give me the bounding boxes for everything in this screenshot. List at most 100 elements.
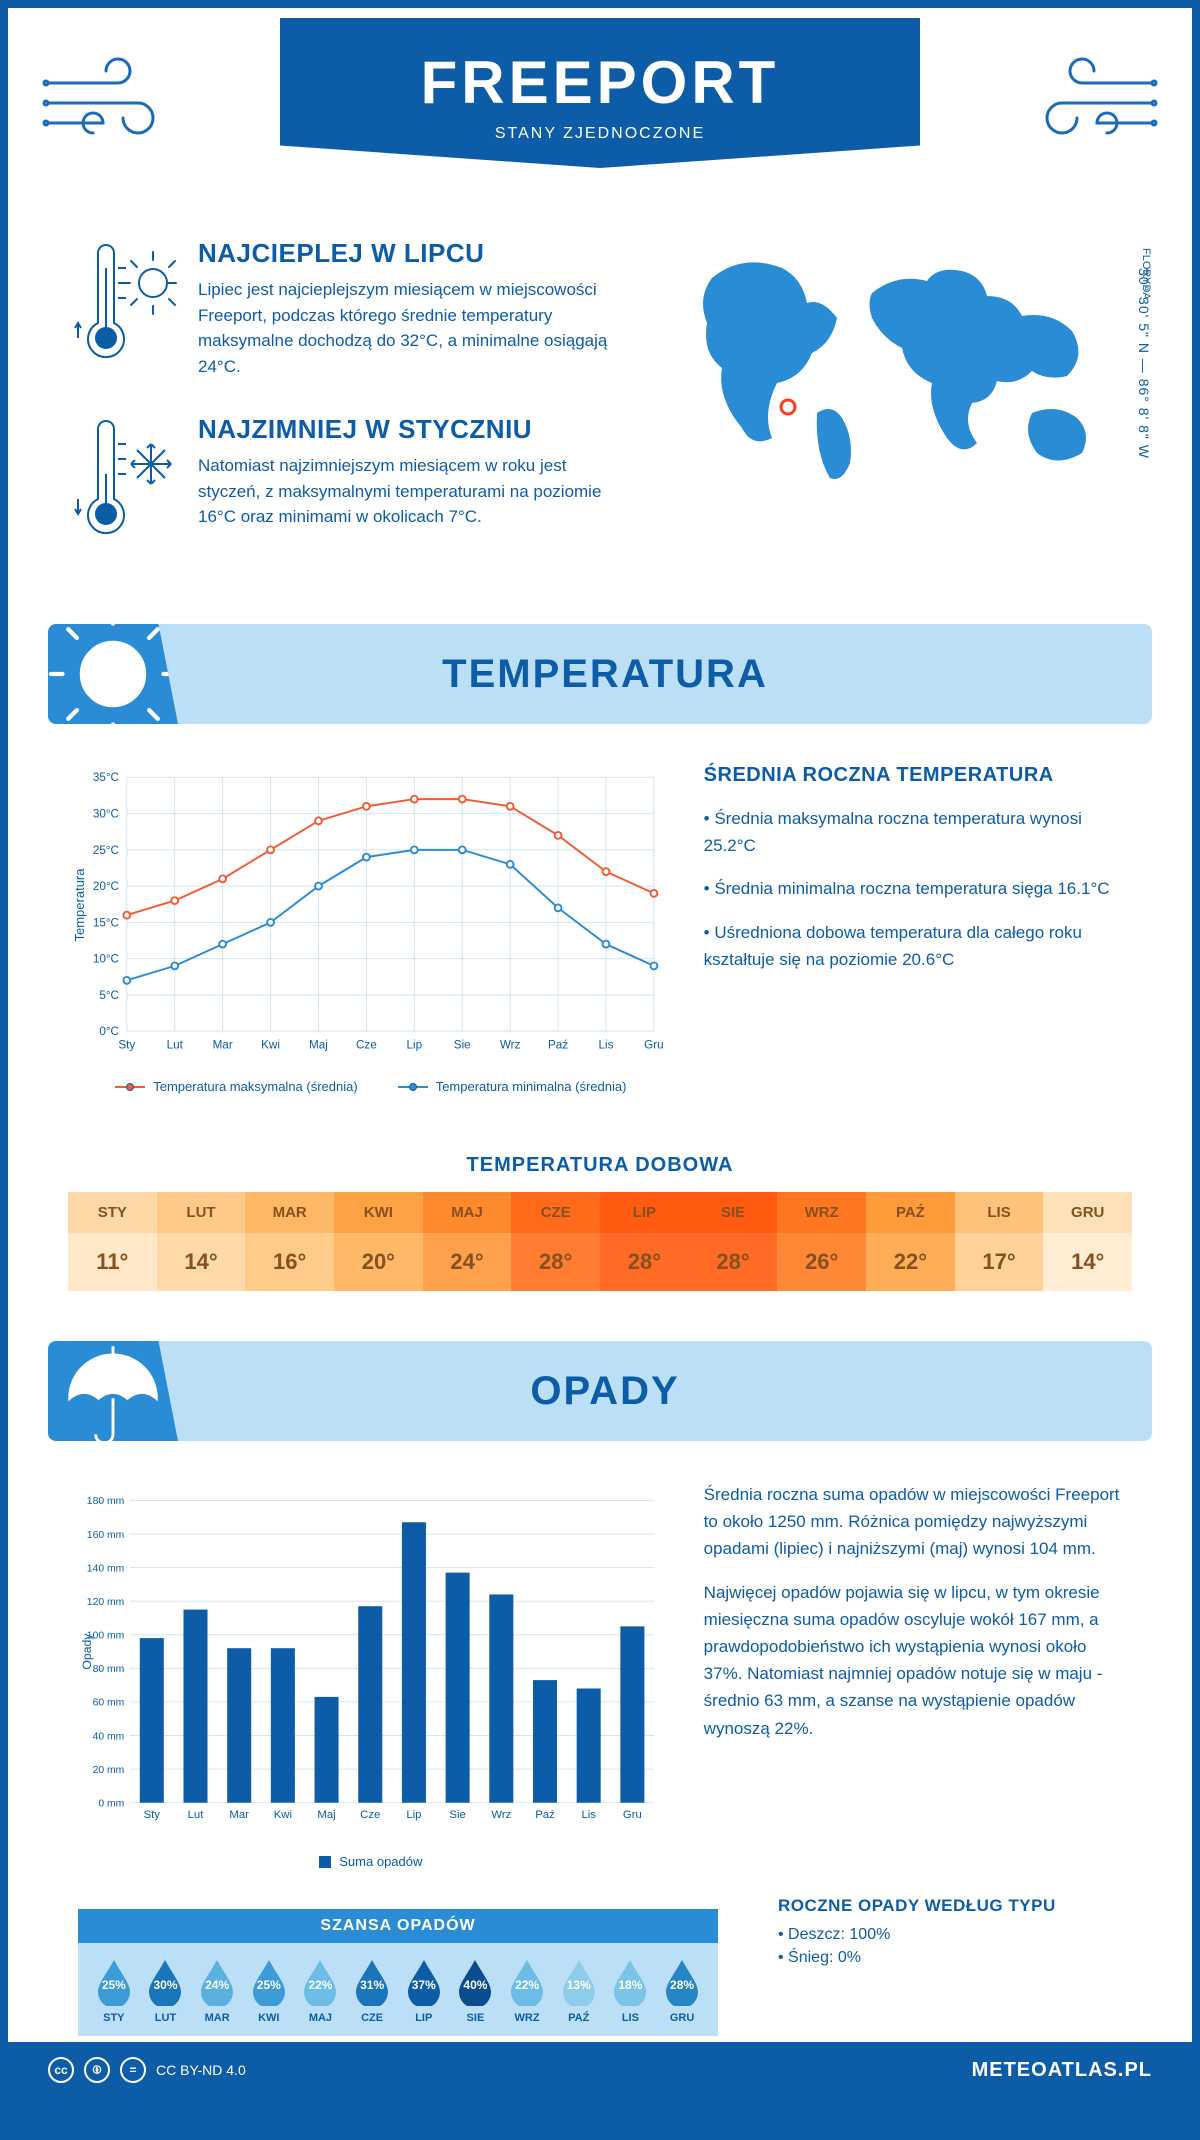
chance-month: CZE	[353, 2012, 391, 2024]
daily-value: 28°	[600, 1233, 689, 1291]
nd-icon: =	[120, 2057, 146, 2083]
svg-text:15°C: 15°C	[93, 916, 119, 929]
license-text: CC BY-ND 4.0	[156, 2062, 246, 2078]
chance-column: 25% KWI	[250, 1958, 288, 2024]
precipitation-chart: Opady0 mm20 mm40 mm60 mm80 mm100 mm120 m…	[78, 1481, 664, 1869]
svg-text:140 mm: 140 mm	[87, 1563, 124, 1574]
daily-column: MAR 16°	[245, 1192, 334, 1291]
by-type-title: ROCZNE OPADY WEDŁUG TYPU	[778, 1896, 1122, 1916]
chance-column: 24% MAR	[198, 1958, 236, 2024]
legend-swatch	[319, 1856, 331, 1868]
chance-month: PAŹ	[560, 2012, 598, 2024]
wind-icon	[38, 48, 178, 148]
facts-column: NAJCIEPLEJ W LIPCU Lipiec jest najcieple…	[68, 238, 632, 584]
daily-column: SIE 28°	[689, 1192, 778, 1291]
svg-text:Gru: Gru	[623, 1809, 642, 1821]
chance-value: 13%	[567, 1978, 591, 1992]
chance-column: 30% LUT	[146, 1958, 184, 2024]
raindrop-icon: 30%	[146, 1958, 184, 2006]
daily-column: GRU 14°	[1043, 1192, 1132, 1291]
temperature-section-header: TEMPERATURA	[48, 624, 1152, 724]
chance-value: 18%	[618, 1978, 642, 1992]
thermometer-sun-icon	[68, 238, 178, 379]
svg-text:Paź: Paź	[535, 1809, 555, 1821]
temperature-content: Temperatura 0°C5°C10°C15°C20°C25°C30°C35…	[18, 724, 1182, 1134]
bar-chart-svg: Opady0 mm20 mm40 mm60 mm80 mm100 mm120 m…	[78, 1481, 664, 1841]
legend-label: Suma opadów	[339, 1854, 422, 1869]
by-type-item: • Deszcz: 100%	[778, 1926, 1122, 1944]
chance-value: 25%	[102, 1978, 126, 1992]
sun-icon	[48, 624, 178, 724]
daily-temperature-table: STY 11°LUT 14°MAR 16°KWI 20°MAJ 24°CZE 2…	[68, 1192, 1132, 1291]
chance-month: STY	[95, 2012, 133, 2024]
title-banner: FREEPORT STANY ZJEDNOCZONE	[280, 18, 920, 168]
svg-text:180 mm: 180 mm	[87, 1496, 124, 1507]
footer: cc 🅯 = CC BY-ND 4.0 METEOATLAS.PL	[8, 2042, 1192, 2098]
precip-paragraph: Średnia roczna suma opadów w miejscowośc…	[704, 1481, 1122, 1563]
fact-title: NAJZIMNIEJ W STYCZNIU	[198, 414, 632, 445]
svg-text:Lut: Lut	[167, 1039, 184, 1052]
temperature-chart: Temperatura 0°C5°C10°C15°C20°C25°C30°C35…	[78, 764, 664, 1104]
daily-column: KWI 20°	[334, 1192, 423, 1291]
daily-column: LUT 14°	[157, 1192, 246, 1291]
temperature-averages-text: ŚREDNIA ROCZNA TEMPERATURA • Średnia mak…	[704, 764, 1122, 1104]
daily-column: PAŹ 22°	[866, 1192, 955, 1291]
raindrop-icon: 28%	[663, 1958, 701, 2006]
world-map-svg	[672, 238, 1132, 498]
precipitation-text: Średnia roczna suma opadów w miejscowośc…	[704, 1481, 1122, 1869]
fact-text: Natomiast najzimniejszym miesiącem w rok…	[198, 453, 632, 530]
svg-text:60 mm: 60 mm	[93, 1698, 125, 1709]
daily-month: STY	[68, 1192, 157, 1233]
daily-month: LUT	[157, 1192, 246, 1233]
chance-value: 40%	[463, 1978, 487, 1992]
section-title: OPADY	[178, 1369, 1152, 1414]
chance-month: SIE	[456, 2012, 494, 2024]
raindrop-icon: 18%	[611, 1958, 649, 2006]
svg-text:30°C: 30°C	[93, 808, 119, 821]
svg-text:Lip: Lip	[406, 1809, 421, 1821]
svg-text:35°C: 35°C	[93, 771, 119, 784]
chance-value: 30%	[153, 1978, 177, 1992]
daily-column: WRZ 26°	[777, 1192, 866, 1291]
svg-text:0°C: 0°C	[99, 1025, 119, 1038]
svg-text:Lut: Lut	[188, 1809, 205, 1821]
daily-value: 14°	[157, 1233, 246, 1291]
coldest-fact: NAJZIMNIEJ W STYCZNIU Natomiast najzimni…	[68, 414, 632, 549]
svg-text:Sty: Sty	[118, 1039, 135, 1052]
raindrop-icon: 40%	[456, 1958, 494, 2006]
legend-label: Temperatura maksymalna (średnia)	[153, 1079, 357, 1094]
chance-value: 22%	[308, 1978, 332, 1992]
chance-month: LIS	[611, 2012, 649, 2024]
daily-value: 16°	[245, 1233, 334, 1291]
legend-label: Temperatura minimalna (średnia)	[436, 1079, 627, 1094]
svg-text:Mar: Mar	[229, 1809, 249, 1821]
svg-text:Mar: Mar	[213, 1039, 233, 1052]
fact-text: Lipiec jest najcieplejszym miesiącem w m…	[198, 277, 632, 379]
daily-value: 24°	[423, 1233, 512, 1291]
svg-text:Maj: Maj	[317, 1809, 335, 1821]
svg-text:Paź: Paź	[548, 1039, 568, 1052]
daily-column: MAJ 24°	[423, 1192, 512, 1291]
intro-row: NAJCIEPLEJ W LIPCU Lipiec jest najcieple…	[18, 218, 1182, 624]
svg-text:100 mm: 100 mm	[87, 1631, 124, 1642]
fact-body: NAJCIEPLEJ W LIPCU Lipiec jest najcieple…	[198, 238, 632, 379]
precipitation-content: Opady0 mm20 mm40 mm60 mm80 mm100 mm120 m…	[18, 1441, 1182, 1889]
raindrop-icon: 13%	[560, 1958, 598, 2006]
svg-text:Sie: Sie	[454, 1039, 471, 1052]
svg-text:Gru: Gru	[644, 1039, 664, 1052]
daily-month: GRU	[1043, 1192, 1132, 1233]
chance-value: 31%	[360, 1978, 384, 1992]
bar-legend: Suma opadów	[78, 1854, 664, 1869]
svg-text:10°C: 10°C	[93, 953, 119, 966]
daily-temp-title: TEMPERATURA DOBOWA	[18, 1154, 1182, 1177]
raindrop-icon: 22%	[301, 1958, 339, 2006]
precipitation-chance-box: SZANSA OPADÓW 25% STY 30% LUT 24% MAR 25…	[78, 1909, 718, 2036]
cc-icon: cc	[48, 2057, 74, 2083]
averages-bullet: • Uśredniona dobowa temperatura dla całe…	[704, 919, 1122, 973]
chance-column: 22% MAJ	[301, 1958, 339, 2024]
svg-text:80 mm: 80 mm	[93, 1664, 125, 1675]
daily-column: STY 11°	[68, 1192, 157, 1291]
by-type-item: • Śnieg: 0%	[778, 1949, 1122, 1967]
wind-icon	[1022, 48, 1162, 148]
daily-column: CZE 28°	[511, 1192, 600, 1291]
